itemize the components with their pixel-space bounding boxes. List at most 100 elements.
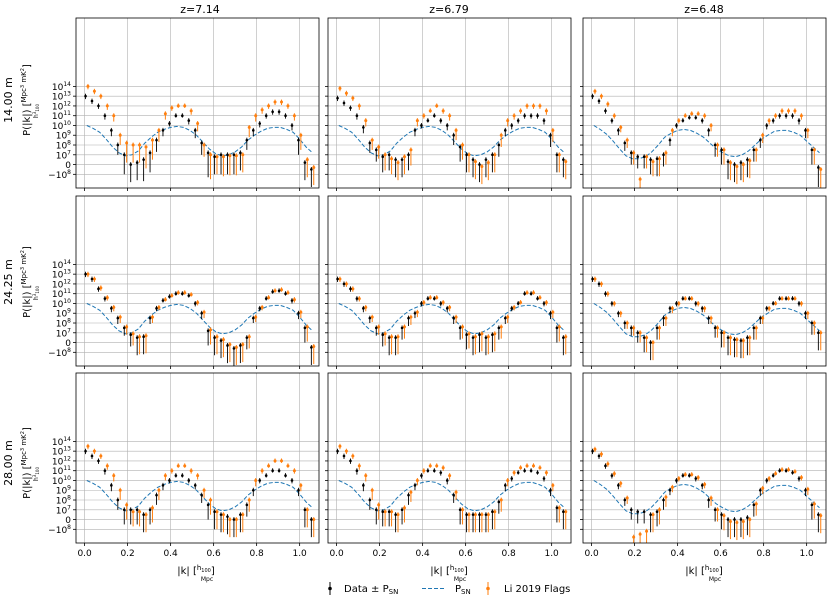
x-tick-label: 0.2 bbox=[372, 549, 386, 559]
flag-point bbox=[209, 328, 213, 332]
flag-point bbox=[383, 510, 387, 514]
data-point bbox=[649, 158, 652, 161]
flag-point bbox=[557, 153, 561, 157]
data-point bbox=[355, 469, 359, 473]
data-point bbox=[129, 163, 133, 166]
data-point bbox=[642, 336, 646, 339]
data-point bbox=[129, 333, 133, 337]
xlabel-unit-bottom: Mpc bbox=[454, 576, 466, 583]
flag-point bbox=[525, 291, 529, 295]
data-point bbox=[688, 474, 691, 477]
flag-point bbox=[525, 464, 529, 468]
panel-frame bbox=[75, 195, 320, 367]
flag-point bbox=[806, 311, 810, 315]
xlabel-unit-top: h bbox=[705, 564, 709, 572]
data-point bbox=[765, 479, 769, 482]
flag-point bbox=[461, 143, 465, 147]
plot-area bbox=[84, 271, 316, 366]
flag-point bbox=[564, 335, 568, 339]
flag-point bbox=[396, 513, 400, 517]
flag-point bbox=[292, 469, 296, 473]
flag-point bbox=[793, 109, 797, 113]
flag-point bbox=[677, 301, 681, 305]
flag-point bbox=[364, 474, 368, 478]
y-tick-label: 1010 bbox=[52, 298, 71, 310]
flag-point bbox=[722, 331, 726, 335]
flag-point bbox=[344, 282, 348, 286]
flag-point bbox=[754, 148, 758, 152]
plot-area bbox=[591, 276, 823, 361]
flag-point bbox=[254, 478, 258, 482]
ylabel-denominators: h3100 h3100 h3100 bbox=[32, 104, 40, 481]
data-point bbox=[562, 336, 565, 339]
data-point bbox=[726, 336, 730, 339]
data-point bbox=[368, 316, 372, 320]
data-point bbox=[452, 316, 455, 320]
ylabel-unit-top: Mpc bbox=[20, 451, 28, 465]
flag-point bbox=[131, 143, 135, 147]
data-point bbox=[662, 153, 665, 157]
flag-point bbox=[383, 332, 387, 336]
xlabel-unit-top-sub: 100 bbox=[454, 568, 464, 574]
data-point bbox=[804, 311, 807, 315]
data-point bbox=[471, 336, 475, 339]
data-point bbox=[484, 158, 488, 161]
data-point bbox=[604, 292, 607, 296]
flag-point bbox=[638, 532, 642, 536]
data-point bbox=[523, 292, 526, 296]
legend-label: Li 2019 Flags bbox=[504, 584, 570, 595]
flag-point bbox=[664, 151, 668, 155]
flag-point bbox=[125, 325, 129, 329]
flag-point bbox=[690, 297, 694, 301]
flag-point bbox=[99, 454, 103, 458]
data-point bbox=[791, 297, 794, 300]
data-point bbox=[135, 508, 139, 512]
data-point bbox=[310, 346, 313, 349]
flag-point bbox=[761, 486, 765, 490]
plot-area bbox=[336, 443, 568, 533]
ylabel: P(|k|) [Mpc3 mK2] bbox=[20, 246, 33, 318]
data-point bbox=[407, 493, 410, 497]
flag-point bbox=[499, 133, 503, 137]
row-name: 14.00 m bbox=[2, 77, 15, 123]
row-label-2: 28.00 m bbox=[2, 440, 15, 486]
flag-point bbox=[486, 335, 490, 339]
flag-point bbox=[131, 332, 135, 336]
data-point bbox=[200, 493, 203, 497]
data-point bbox=[297, 311, 300, 315]
data-point bbox=[817, 166, 820, 169]
y-tick-label: 107 bbox=[56, 149, 71, 161]
flag-point bbox=[493, 332, 497, 336]
ylabel-close: ] bbox=[22, 64, 33, 68]
xlabel-col-2: |k| [h100] Mpc bbox=[685, 564, 723, 583]
flag-point bbox=[480, 513, 484, 517]
data-point bbox=[368, 498, 372, 502]
ylabel-close: ] bbox=[22, 427, 33, 431]
data-point bbox=[591, 94, 594, 98]
flag-point bbox=[544, 300, 548, 304]
flag-point bbox=[112, 114, 116, 118]
flag-point bbox=[402, 155, 406, 159]
flag-point bbox=[593, 447, 597, 451]
data-point bbox=[739, 518, 743, 521]
flag-point bbox=[228, 343, 232, 347]
flag-point bbox=[377, 325, 381, 329]
data-point bbox=[122, 508, 126, 512]
data-point bbox=[713, 508, 717, 512]
flag-point bbox=[299, 310, 303, 314]
data-point bbox=[413, 484, 417, 487]
data-point bbox=[245, 138, 249, 142]
flag-point bbox=[435, 296, 439, 300]
data-point bbox=[116, 498, 120, 502]
flag-point bbox=[299, 133, 303, 137]
flag-point bbox=[670, 306, 674, 310]
legend-item-flags: Li 2019 Flags bbox=[486, 582, 570, 595]
flag-point bbox=[454, 490, 458, 494]
data-point bbox=[797, 302, 801, 305]
flag-point bbox=[415, 478, 419, 482]
data-point bbox=[349, 106, 352, 110]
legend-item-data: Data ± PSN bbox=[328, 582, 398, 596]
flag-point bbox=[806, 487, 810, 491]
panel-frame bbox=[75, 372, 320, 544]
panel-r0-c2 bbox=[580, 17, 827, 191]
